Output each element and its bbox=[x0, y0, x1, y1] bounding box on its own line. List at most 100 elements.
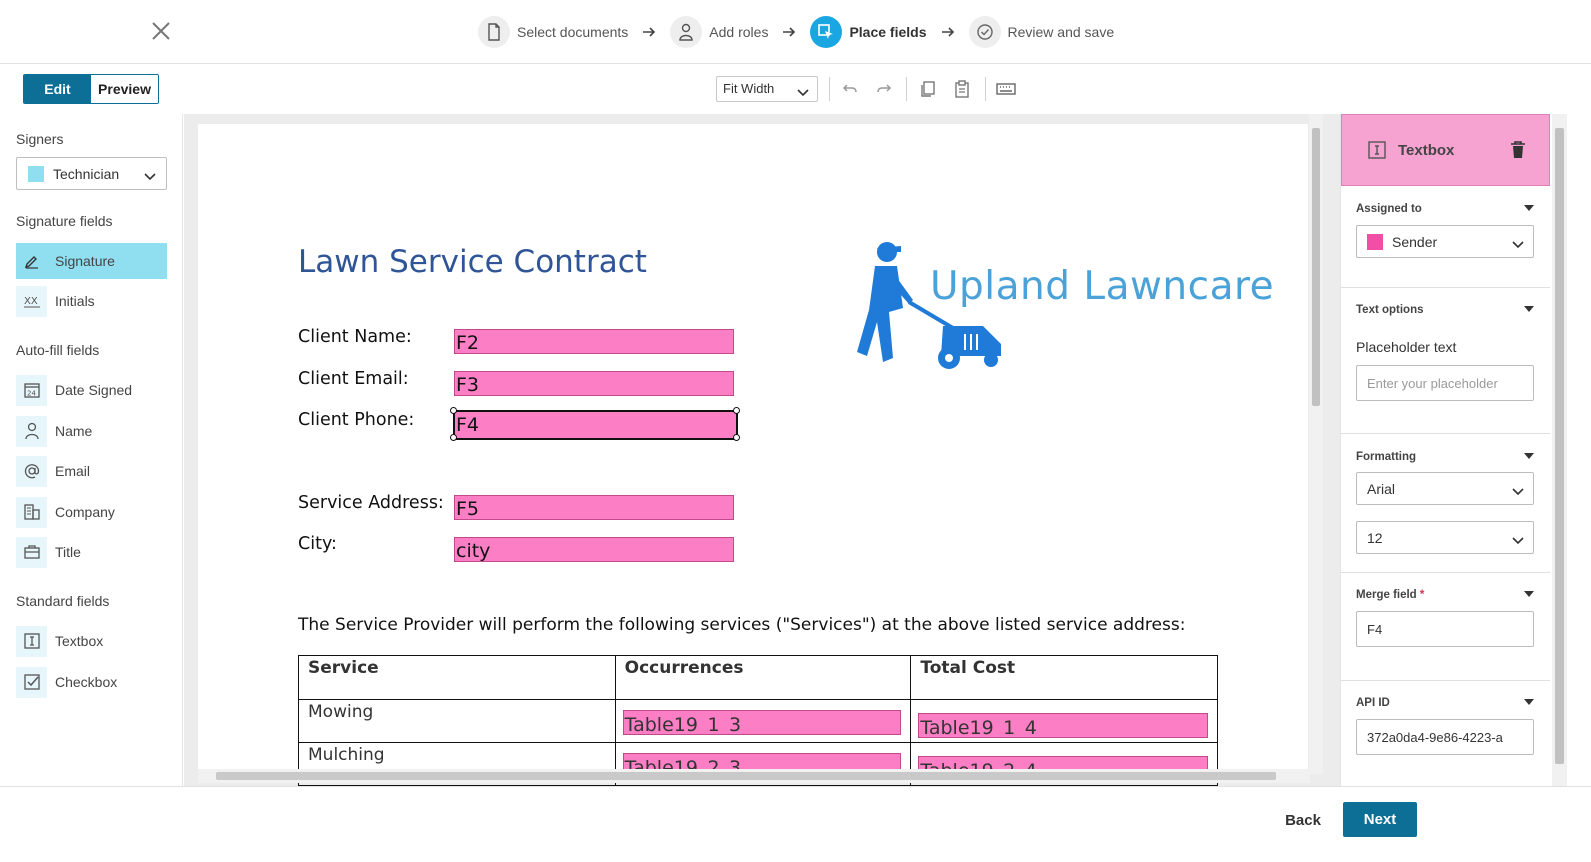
text-options-title: Text options bbox=[1356, 304, 1424, 316]
label-client-email: Client Email: bbox=[298, 369, 409, 389]
resize-handle[interactable] bbox=[733, 407, 740, 414]
svg-text:24: 24 bbox=[27, 390, 36, 398]
font-size-value: 12 bbox=[1367, 529, 1383, 546]
field-item-label: Title bbox=[55, 544, 81, 560]
field-item-title[interactable]: Title bbox=[16, 534, 167, 570]
merge-field-title-text: Merge field bbox=[1356, 589, 1417, 601]
document-page[interactable]: Lawn Service Contract Upland Lawncare Cl… bbox=[198, 124, 1308, 786]
edit-mode-button[interactable]: Edit bbox=[24, 75, 91, 103]
arrow-right-icon bbox=[642, 26, 656, 38]
cursor-icon bbox=[810, 16, 843, 48]
properties-scrollbar[interactable] bbox=[1552, 114, 1567, 786]
close-icon[interactable] bbox=[150, 20, 172, 42]
step-label: Review and save bbox=[1007, 24, 1115, 40]
scrollbar-thumb[interactable] bbox=[1555, 128, 1564, 764]
preview-mode-button[interactable]: Preview bbox=[91, 75, 158, 103]
assigned-to-select[interactable]: Sender bbox=[1356, 225, 1534, 258]
trash-icon[interactable] bbox=[1510, 141, 1526, 159]
checkbox-icon bbox=[16, 666, 47, 698]
svg-text:XX: XX bbox=[24, 296, 38, 307]
field-palette: Signers Technician Signature fields Sign… bbox=[0, 114, 183, 786]
placed-field-city[interactable]: city bbox=[454, 537, 734, 562]
wizard-steps: Select documents Add roles Place fields bbox=[478, 16, 1114, 48]
next-button[interactable]: Next bbox=[1343, 802, 1417, 837]
step-place-fields[interactable]: Place fields bbox=[810, 16, 927, 48]
step-add-roles[interactable]: Add roles bbox=[670, 16, 768, 48]
placeholder-input[interactable] bbox=[1356, 365, 1534, 401]
collapse-caret-icon[interactable] bbox=[1524, 591, 1534, 597]
copy-icon[interactable] bbox=[917, 78, 939, 100]
signature-fields-heading: Signature fields bbox=[16, 213, 113, 229]
services-table: Service Occurrences Total Cost Mowing Ta… bbox=[298, 655, 1218, 786]
assigned-value: Sender bbox=[1392, 233, 1438, 250]
redo-icon[interactable] bbox=[873, 78, 895, 100]
placed-field-table[interactable]: Table19_1_4 bbox=[918, 713, 1208, 738]
back-button[interactable]: Back bbox=[1285, 811, 1321, 829]
field-item-label: Date Signed bbox=[55, 382, 133, 398]
placeholder-label: Placeholder text bbox=[1356, 339, 1457, 355]
placed-field-table[interactable]: Table19_1_3 bbox=[622, 710, 902, 735]
logo-text: Upland Lawncare bbox=[930, 264, 1275, 309]
signer-select[interactable]: Technician bbox=[16, 157, 167, 190]
scrollbar-thumb[interactable] bbox=[216, 772, 1276, 780]
briefcase-icon bbox=[16, 536, 47, 568]
placed-field-client-name[interactable]: F2 bbox=[454, 329, 734, 354]
document-icon bbox=[478, 16, 510, 48]
wizard-footer: Back Next bbox=[0, 786, 1591, 862]
field-item-signature[interactable]: Signature bbox=[16, 243, 167, 279]
resize-handle[interactable] bbox=[450, 434, 457, 441]
field-item-initials[interactable]: XX Initials bbox=[16, 283, 167, 319]
chevron-down-icon bbox=[144, 168, 156, 186]
services-paragraph: The Service Provider will perform the fo… bbox=[298, 615, 1186, 635]
field-item-checkbox[interactable]: Checkbox bbox=[16, 664, 167, 700]
step-review-and-save[interactable]: Review and save bbox=[968, 16, 1115, 48]
autofill-fields-heading: Auto-fill fields bbox=[16, 342, 100, 358]
collapse-caret-icon[interactable] bbox=[1524, 699, 1534, 705]
undo-icon[interactable] bbox=[839, 78, 861, 100]
table-header-occurrences: Occurrences bbox=[614, 655, 912, 700]
paste-icon[interactable] bbox=[951, 78, 973, 100]
section-divider bbox=[1341, 287, 1550, 288]
assignee-color-swatch bbox=[1367, 233, 1383, 250]
field-item-label: Initials bbox=[55, 293, 95, 309]
merge-field-input[interactable] bbox=[1356, 611, 1534, 647]
calendar-icon: 24 bbox=[16, 374, 47, 406]
field-item-date-signed[interactable]: 24 Date Signed bbox=[16, 372, 167, 408]
label-client-phone: Client Phone: bbox=[298, 410, 415, 430]
horizontal-scrollbar[interactable] bbox=[198, 769, 1310, 783]
label-city: City: bbox=[298, 534, 337, 554]
font-size-select[interactable]: 12 bbox=[1356, 521, 1534, 554]
api-id-input[interactable] bbox=[1356, 719, 1534, 755]
step-label: Select documents bbox=[517, 24, 629, 40]
step-select-documents[interactable]: Select documents bbox=[478, 16, 628, 48]
collapse-caret-icon[interactable] bbox=[1524, 205, 1534, 211]
merge-field-title: Merge field * bbox=[1356, 589, 1424, 601]
field-item-email[interactable]: Email bbox=[16, 453, 167, 489]
field-item-company[interactable]: Company bbox=[16, 494, 167, 530]
scrollbar-thumb[interactable] bbox=[1312, 128, 1320, 406]
toolbar-divider bbox=[985, 77, 986, 101]
field-item-name[interactable]: Name bbox=[16, 413, 167, 449]
initials-icon: XX bbox=[16, 285, 47, 317]
placed-field-service-address[interactable]: F5 bbox=[454, 495, 734, 520]
chevron-down-icon bbox=[797, 85, 809, 100]
placed-field-client-phone[interactable]: F4 bbox=[453, 410, 738, 440]
resize-handle[interactable] bbox=[733, 434, 740, 441]
collapse-caret-icon[interactable] bbox=[1524, 453, 1534, 459]
field-item-textbox[interactable]: Textbox bbox=[16, 623, 167, 659]
field-item-label: Textbox bbox=[55, 633, 104, 649]
resize-handle[interactable] bbox=[450, 407, 457, 414]
font-family-select[interactable]: Arial bbox=[1356, 472, 1534, 505]
zoom-select[interactable]: Fit Width bbox=[716, 76, 818, 102]
vertical-scrollbar[interactable] bbox=[1309, 114, 1323, 774]
collapse-caret-icon[interactable] bbox=[1524, 306, 1534, 312]
chevron-down-icon bbox=[1512, 483, 1524, 499]
pen-icon bbox=[16, 246, 47, 277]
person-icon bbox=[16, 415, 47, 447]
signers-heading: Signers bbox=[16, 131, 64, 147]
keyboard-icon[interactable] bbox=[995, 78, 1017, 100]
logo-mower-icon bbox=[853, 238, 1013, 373]
document-canvas: Lawn Service Contract Upland Lawncare Cl… bbox=[184, 114, 1340, 786]
mode-toggle: Edit Preview bbox=[23, 74, 159, 104]
placed-field-client-email[interactable]: F3 bbox=[454, 371, 734, 396]
